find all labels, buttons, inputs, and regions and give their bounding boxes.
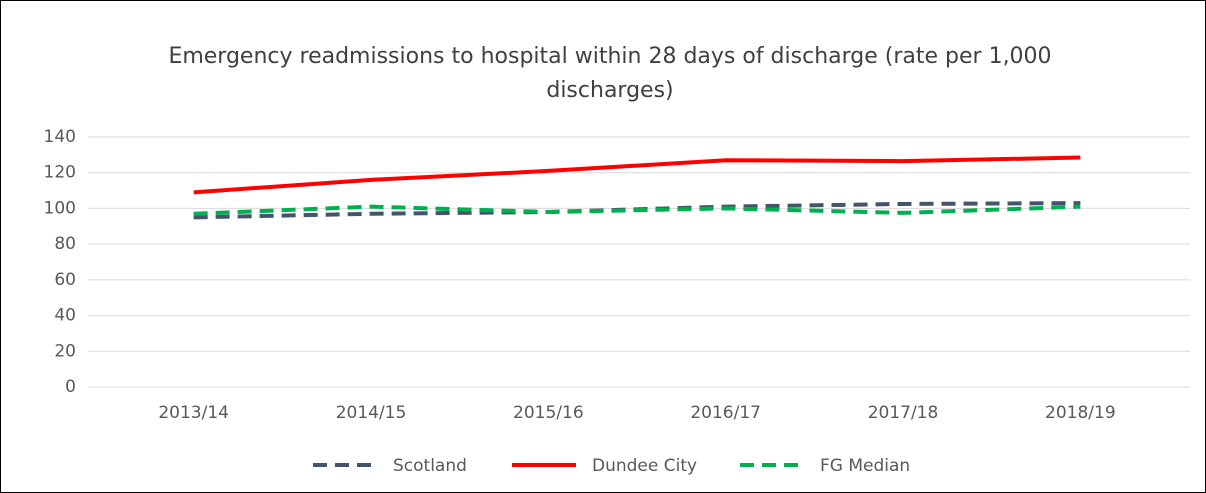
x-tick-label: 2016/17 (690, 403, 761, 423)
x-tick-label: 2013/14 (158, 403, 229, 423)
x-tick-label: 2014/15 (336, 403, 407, 423)
line-series (193, 204, 1081, 216)
line-series (193, 155, 1081, 195)
y-tick-label: 0 (65, 377, 76, 397)
x-tick-label: 2018/19 (1045, 403, 1116, 423)
y-tick-label: 120 (44, 163, 76, 183)
y-tick-label: 60 (54, 270, 76, 290)
chart-title: Emergency readmissions to hospital withi… (168, 44, 1052, 103)
legend-label: Dundee City (592, 456, 697, 476)
y-tick-label: 40 (54, 306, 76, 326)
x-tick-label: 2015/16 (513, 403, 584, 423)
x-tick-label: 2017/18 (868, 403, 939, 423)
y-tick-label: 140 (44, 127, 76, 147)
y-tick-label: 20 (54, 341, 76, 361)
legend-label: FG Median (820, 456, 910, 476)
y-tick-label: 100 (44, 198, 76, 218)
y-tick-label: 80 (54, 234, 76, 254)
legend-label: Scotland (393, 456, 467, 476)
